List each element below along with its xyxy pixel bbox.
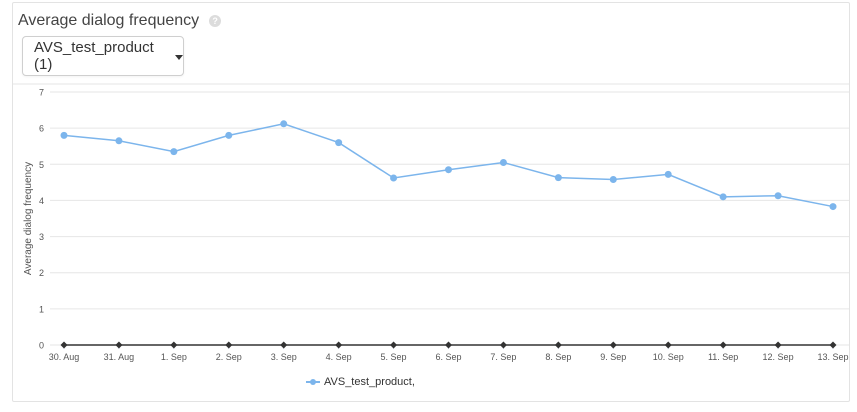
x-tick-label: 30. Aug bbox=[49, 352, 80, 362]
series-point[interactable] bbox=[774, 192, 782, 200]
baseline-series-point[interactable] bbox=[774, 341, 782, 349]
product-selector-value: AVS_test_product (1) bbox=[34, 39, 154, 73]
baseline-series-point[interactable] bbox=[390, 341, 398, 349]
baseline-series-point[interactable] bbox=[170, 341, 178, 349]
y-tick-label: 3 bbox=[39, 232, 44, 242]
series-point[interactable] bbox=[829, 203, 837, 211]
series-point[interactable] bbox=[609, 175, 617, 183]
y-tick-label: 7 bbox=[39, 88, 44, 98]
x-tick-label: 13. Sep bbox=[817, 352, 848, 362]
series-point[interactable] bbox=[664, 170, 672, 178]
x-axis: 30. Aug 31. Aug 1. Sep 2. Sep 3. Sep 4. Sep 5.… bbox=[49, 345, 849, 362]
grid-lines bbox=[13, 83, 849, 346]
x-tick-label: 1. Sep bbox=[161, 352, 187, 362]
baseline-series-point[interactable] bbox=[829, 341, 837, 349]
y-axis: 0 1 2 3 4 5 6 7 Average dialog frequency bbox=[23, 88, 44, 351]
y-tick-label: 4 bbox=[39, 196, 44, 206]
x-tick-label: 10. Sep bbox=[653, 352, 684, 362]
baseline-series-point[interactable] bbox=[554, 341, 562, 349]
baseline-series-point[interactable] bbox=[719, 341, 727, 349]
series-line bbox=[63, 123, 834, 208]
caret-down-icon bbox=[175, 54, 183, 60]
legend-label: AVS_test_product, bbox=[324, 376, 415, 388]
y-tick-label: 0 bbox=[39, 341, 44, 351]
baseline-series-point[interactable] bbox=[335, 341, 343, 349]
widget-title: Average dialog frequency bbox=[18, 12, 200, 29]
x-tick-label: 7. Sep bbox=[490, 352, 516, 362]
y-tick-label: 5 bbox=[39, 160, 44, 170]
x-tick-label: 8. Sep bbox=[545, 352, 571, 362]
baseline-series-point[interactable] bbox=[609, 341, 617, 349]
y-tick-label: 1 bbox=[39, 304, 44, 314]
baseline-series-point[interactable] bbox=[664, 341, 672, 349]
x-tick-label: 5. Sep bbox=[381, 352, 407, 362]
series-point[interactable] bbox=[60, 131, 68, 139]
x-tick-label: 12. Sep bbox=[763, 352, 794, 362]
x-tick-label: 11. Sep bbox=[708, 352, 738, 362]
legend-item[interactable]: AVS_test_product, bbox=[306, 376, 415, 388]
y-tick-label: 2 bbox=[39, 268, 44, 278]
y-axis-title: Average dialog frequency bbox=[23, 162, 34, 275]
legend-swatch bbox=[306, 377, 320, 387]
x-tick-label: 3. Sep bbox=[271, 352, 297, 362]
x-tick-label: 4. Sep bbox=[326, 352, 352, 362]
series-point[interactable] bbox=[445, 166, 452, 174]
y-tick-label: 6 bbox=[39, 124, 44, 134]
series-point[interactable] bbox=[390, 174, 398, 182]
baseline-series-point[interactable] bbox=[60, 341, 68, 349]
series-point[interactable] bbox=[280, 120, 288, 128]
series-point[interactable] bbox=[554, 174, 562, 182]
series-point[interactable] bbox=[115, 137, 123, 145]
help-icon[interactable]: ? bbox=[209, 15, 222, 27]
x-tick-label: 6. Sep bbox=[435, 352, 461, 362]
baseline-series-point[interactable] bbox=[280, 341, 288, 349]
baseline-series-point[interactable] bbox=[445, 341, 452, 349]
x-tick-label: 9. Sep bbox=[600, 352, 626, 362]
widget-header: Average dialog frequency ? bbox=[18, 10, 222, 32]
series-point[interactable] bbox=[170, 148, 178, 156]
series-point[interactable] bbox=[225, 131, 233, 139]
x-tick-label: 2. Sep bbox=[216, 352, 242, 362]
series-layer bbox=[60, 120, 837, 349]
series-point[interactable] bbox=[719, 193, 727, 201]
baseline-series-point[interactable] bbox=[225, 341, 233, 349]
x-tick-label: 31. Aug bbox=[104, 352, 135, 362]
baseline-series-point[interactable] bbox=[499, 341, 507, 349]
series-point[interactable] bbox=[335, 139, 343, 147]
series-point[interactable] bbox=[499, 158, 507, 166]
baseline-series-point[interactable] bbox=[115, 341, 123, 349]
product-selector[interactable]: AVS_test_product (1) bbox=[22, 36, 184, 76]
